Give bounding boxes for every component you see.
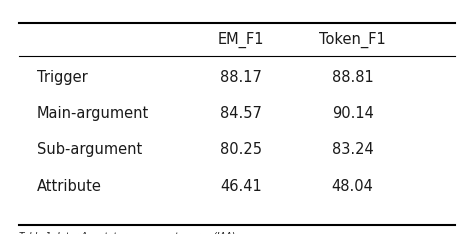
Text: 48.04: 48.04 <box>331 179 373 194</box>
Text: 88.81: 88.81 <box>331 70 373 85</box>
Text: 83.24: 83.24 <box>331 142 373 157</box>
Text: Attribute: Attribute <box>37 179 102 194</box>
Text: Sub-argument: Sub-argument <box>37 142 142 157</box>
Text: 80.25: 80.25 <box>220 142 262 157</box>
Text: 90.14: 90.14 <box>331 106 373 121</box>
Text: Trigger: Trigger <box>37 70 88 85</box>
Text: EM_F1: EM_F1 <box>218 32 264 48</box>
Text: Table 1: Inter-Annotator agreement scores (IAA): Table 1: Inter-Annotator agreement score… <box>19 232 234 234</box>
Text: 88.17: 88.17 <box>220 70 262 85</box>
Text: 46.41: 46.41 <box>220 179 262 194</box>
Text: Main-argument: Main-argument <box>37 106 149 121</box>
Text: 84.57: 84.57 <box>220 106 262 121</box>
Text: Token_F1: Token_F1 <box>319 32 385 48</box>
